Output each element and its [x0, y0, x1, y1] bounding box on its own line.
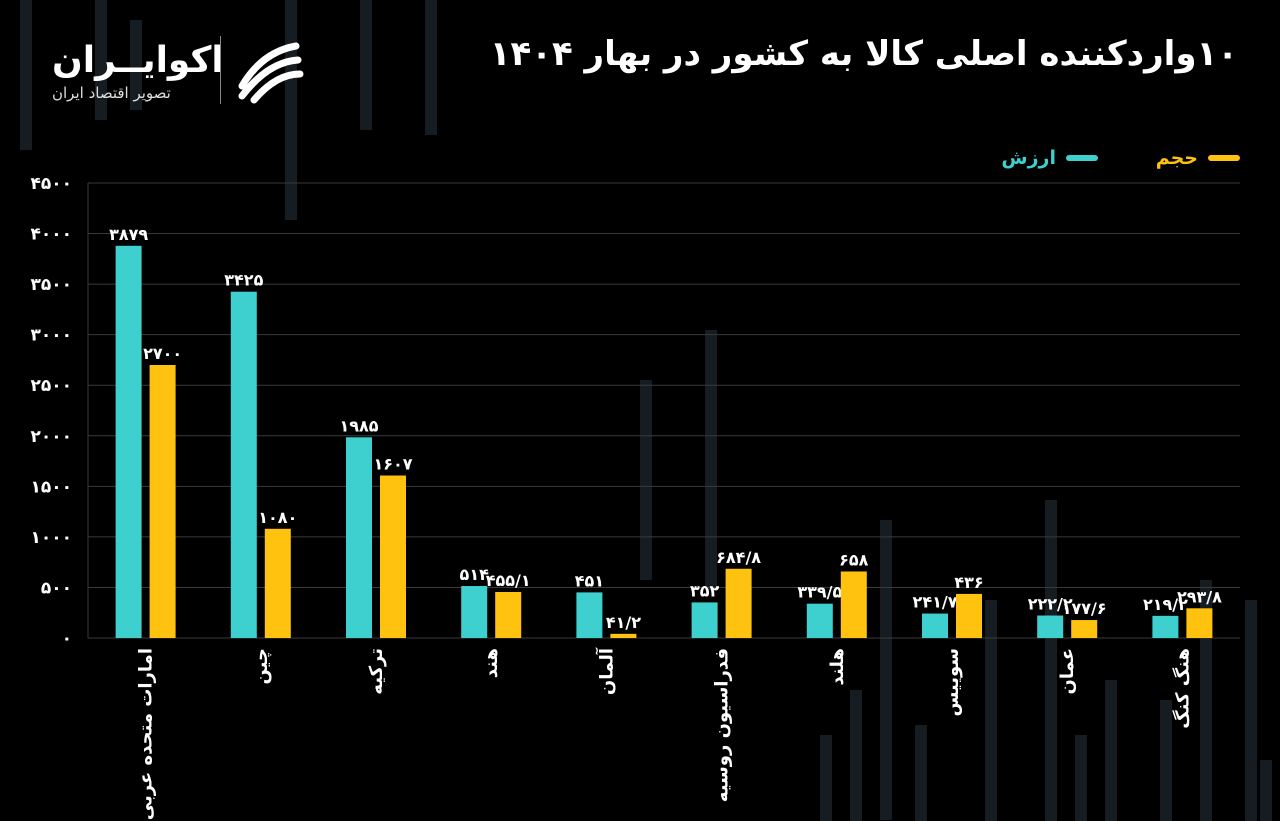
data-label-value-0: ۳۸۷۹: [109, 225, 148, 244]
y-tick-label: ۴۵۰۰: [30, 174, 72, 194]
data-label-value-7: ۲۴۱/۷: [913, 593, 958, 612]
deco-candle: [1200, 580, 1212, 821]
legend-value-swatch: [1066, 155, 1098, 161]
category-label: هند: [481, 648, 502, 678]
bar-value-7: [922, 613, 948, 638]
data-label-volume-3: ۴۵۵/۱: [486, 571, 531, 590]
ecoiran-logo-icon: [238, 42, 304, 104]
y-tick-label: ۳۰۰۰: [30, 326, 72, 346]
y-tick-label: ۳۵۰۰: [30, 275, 72, 295]
deco-candle: [20, 0, 32, 150]
y-tick-label: ۰: [62, 629, 72, 649]
deco-candle: [1160, 700, 1172, 821]
chart-title: ۱۰واردکننده اصلی کالا به کشور در بهار ۱۴…: [489, 34, 1238, 74]
bar-volume-1: [264, 528, 291, 638]
bar-value-5: [691, 602, 718, 638]
data-label-volume-8: ۱۷۷/۶: [1062, 599, 1107, 618]
deco-candle: [880, 520, 892, 820]
deco-candle: [1105, 680, 1117, 821]
bar-volume-7: [956, 593, 982, 638]
deco-candle: [130, 20, 142, 110]
data-label-value-1: ۳۴۲۵: [224, 271, 263, 290]
brand-tagline: تصویر اقتصاد ایران: [52, 84, 171, 102]
data-label-value-8: ۲۲۲/۲: [1028, 595, 1073, 614]
data-label-value-9: ۲۱۹/۲: [1143, 595, 1188, 614]
data-label-value-5: ۳۵۲: [690, 581, 720, 600]
data-label-volume-5: ۶۸۴/۸: [716, 548, 761, 567]
deco-candle: [705, 330, 717, 590]
bar-volume-0: [149, 365, 176, 638]
deco-candle: [285, 0, 297, 220]
y-tick-label: ۱۵۰۰: [30, 477, 72, 497]
category-label: سوییس: [942, 648, 963, 717]
bar-volume-9: [1186, 608, 1213, 638]
data-label-value-3: ۵۱۴: [460, 565, 490, 584]
category-label: عمان: [1057, 648, 1078, 695]
deco-candle: [1045, 500, 1057, 821]
legend-volume-swatch: [1208, 155, 1240, 161]
category-label: هنگ کنگ: [1171, 648, 1193, 729]
category-label: فدراسیون روسیه: [712, 648, 733, 802]
bar-volume-6: [840, 571, 867, 638]
deco-candle: [915, 725, 927, 821]
brand-separator: [220, 36, 221, 104]
bar-value-6: [806, 603, 833, 638]
bar-volume-5: [725, 568, 752, 638]
data-label-volume-6: ۶۵۸: [839, 550, 869, 569]
category-label: چین: [251, 648, 272, 685]
legend-volume: حجم: [1156, 146, 1240, 170]
y-tick-label: ۱۰۰۰: [30, 528, 72, 548]
deco-candle: [985, 600, 997, 821]
y-tick-label: ۵۰۰: [41, 578, 72, 598]
deco-candle: [95, 0, 107, 120]
bar-volume-8: [1071, 620, 1098, 638]
data-label-volume-4: ۴۱/۲: [606, 613, 641, 632]
bar-value-8: [1037, 615, 1064, 638]
bar-value-9: [1152, 615, 1179, 638]
data-label-value-6: ۳۳۹/۵: [797, 583, 842, 602]
brand-name: اکوایــران: [52, 40, 224, 81]
deco-candle: [1075, 735, 1087, 821]
legend-value: ارزش: [1001, 146, 1098, 170]
category-label: ترکیه: [366, 648, 387, 695]
deco-candle: [360, 0, 372, 130]
data-label-volume-1: ۱۰۸۰: [258, 508, 297, 527]
deco-candle: [425, 0, 437, 135]
deco-candle: [820, 735, 832, 821]
legend-value-label: ارزش: [1001, 147, 1056, 169]
y-tick-label: ۲۵۰۰: [30, 376, 72, 396]
deco-candle: [640, 380, 652, 580]
bar-value-3: [461, 586, 488, 638]
data-label-volume-9: ۲۹۳/۸: [1177, 587, 1222, 606]
y-tick-label: ۲۰۰۰: [30, 427, 72, 447]
deco-candle: [850, 690, 862, 821]
data-label-value-2: ۱۹۸۵: [339, 416, 378, 435]
bar-volume-3: [495, 591, 522, 638]
bar-value-0: [115, 245, 142, 639]
deco-candle: [1260, 760, 1272, 821]
category-label: امارات متحده عربی: [136, 648, 157, 820]
data-label-volume-0: ۲۷۰۰: [143, 344, 182, 363]
y-tick-label: ۴۰۰۰: [30, 225, 72, 245]
data-label-value-4: ۴۵۱: [575, 571, 604, 590]
category-label: آلمان: [594, 647, 617, 695]
deco-candle: [1245, 600, 1257, 821]
bar-volume-4: [610, 633, 637, 638]
category-label: هلند: [827, 648, 848, 686]
bar-volume-2: [380, 475, 406, 638]
bar-value-2: [346, 437, 372, 638]
bar-value-1: [230, 291, 257, 638]
data-label-volume-2: ۱۶۰۷: [373, 455, 412, 474]
bar-value-4: [576, 592, 603, 638]
legend-volume-label: حجم: [1155, 147, 1198, 169]
data-label-volume-7: ۴۳۶: [954, 573, 983, 592]
